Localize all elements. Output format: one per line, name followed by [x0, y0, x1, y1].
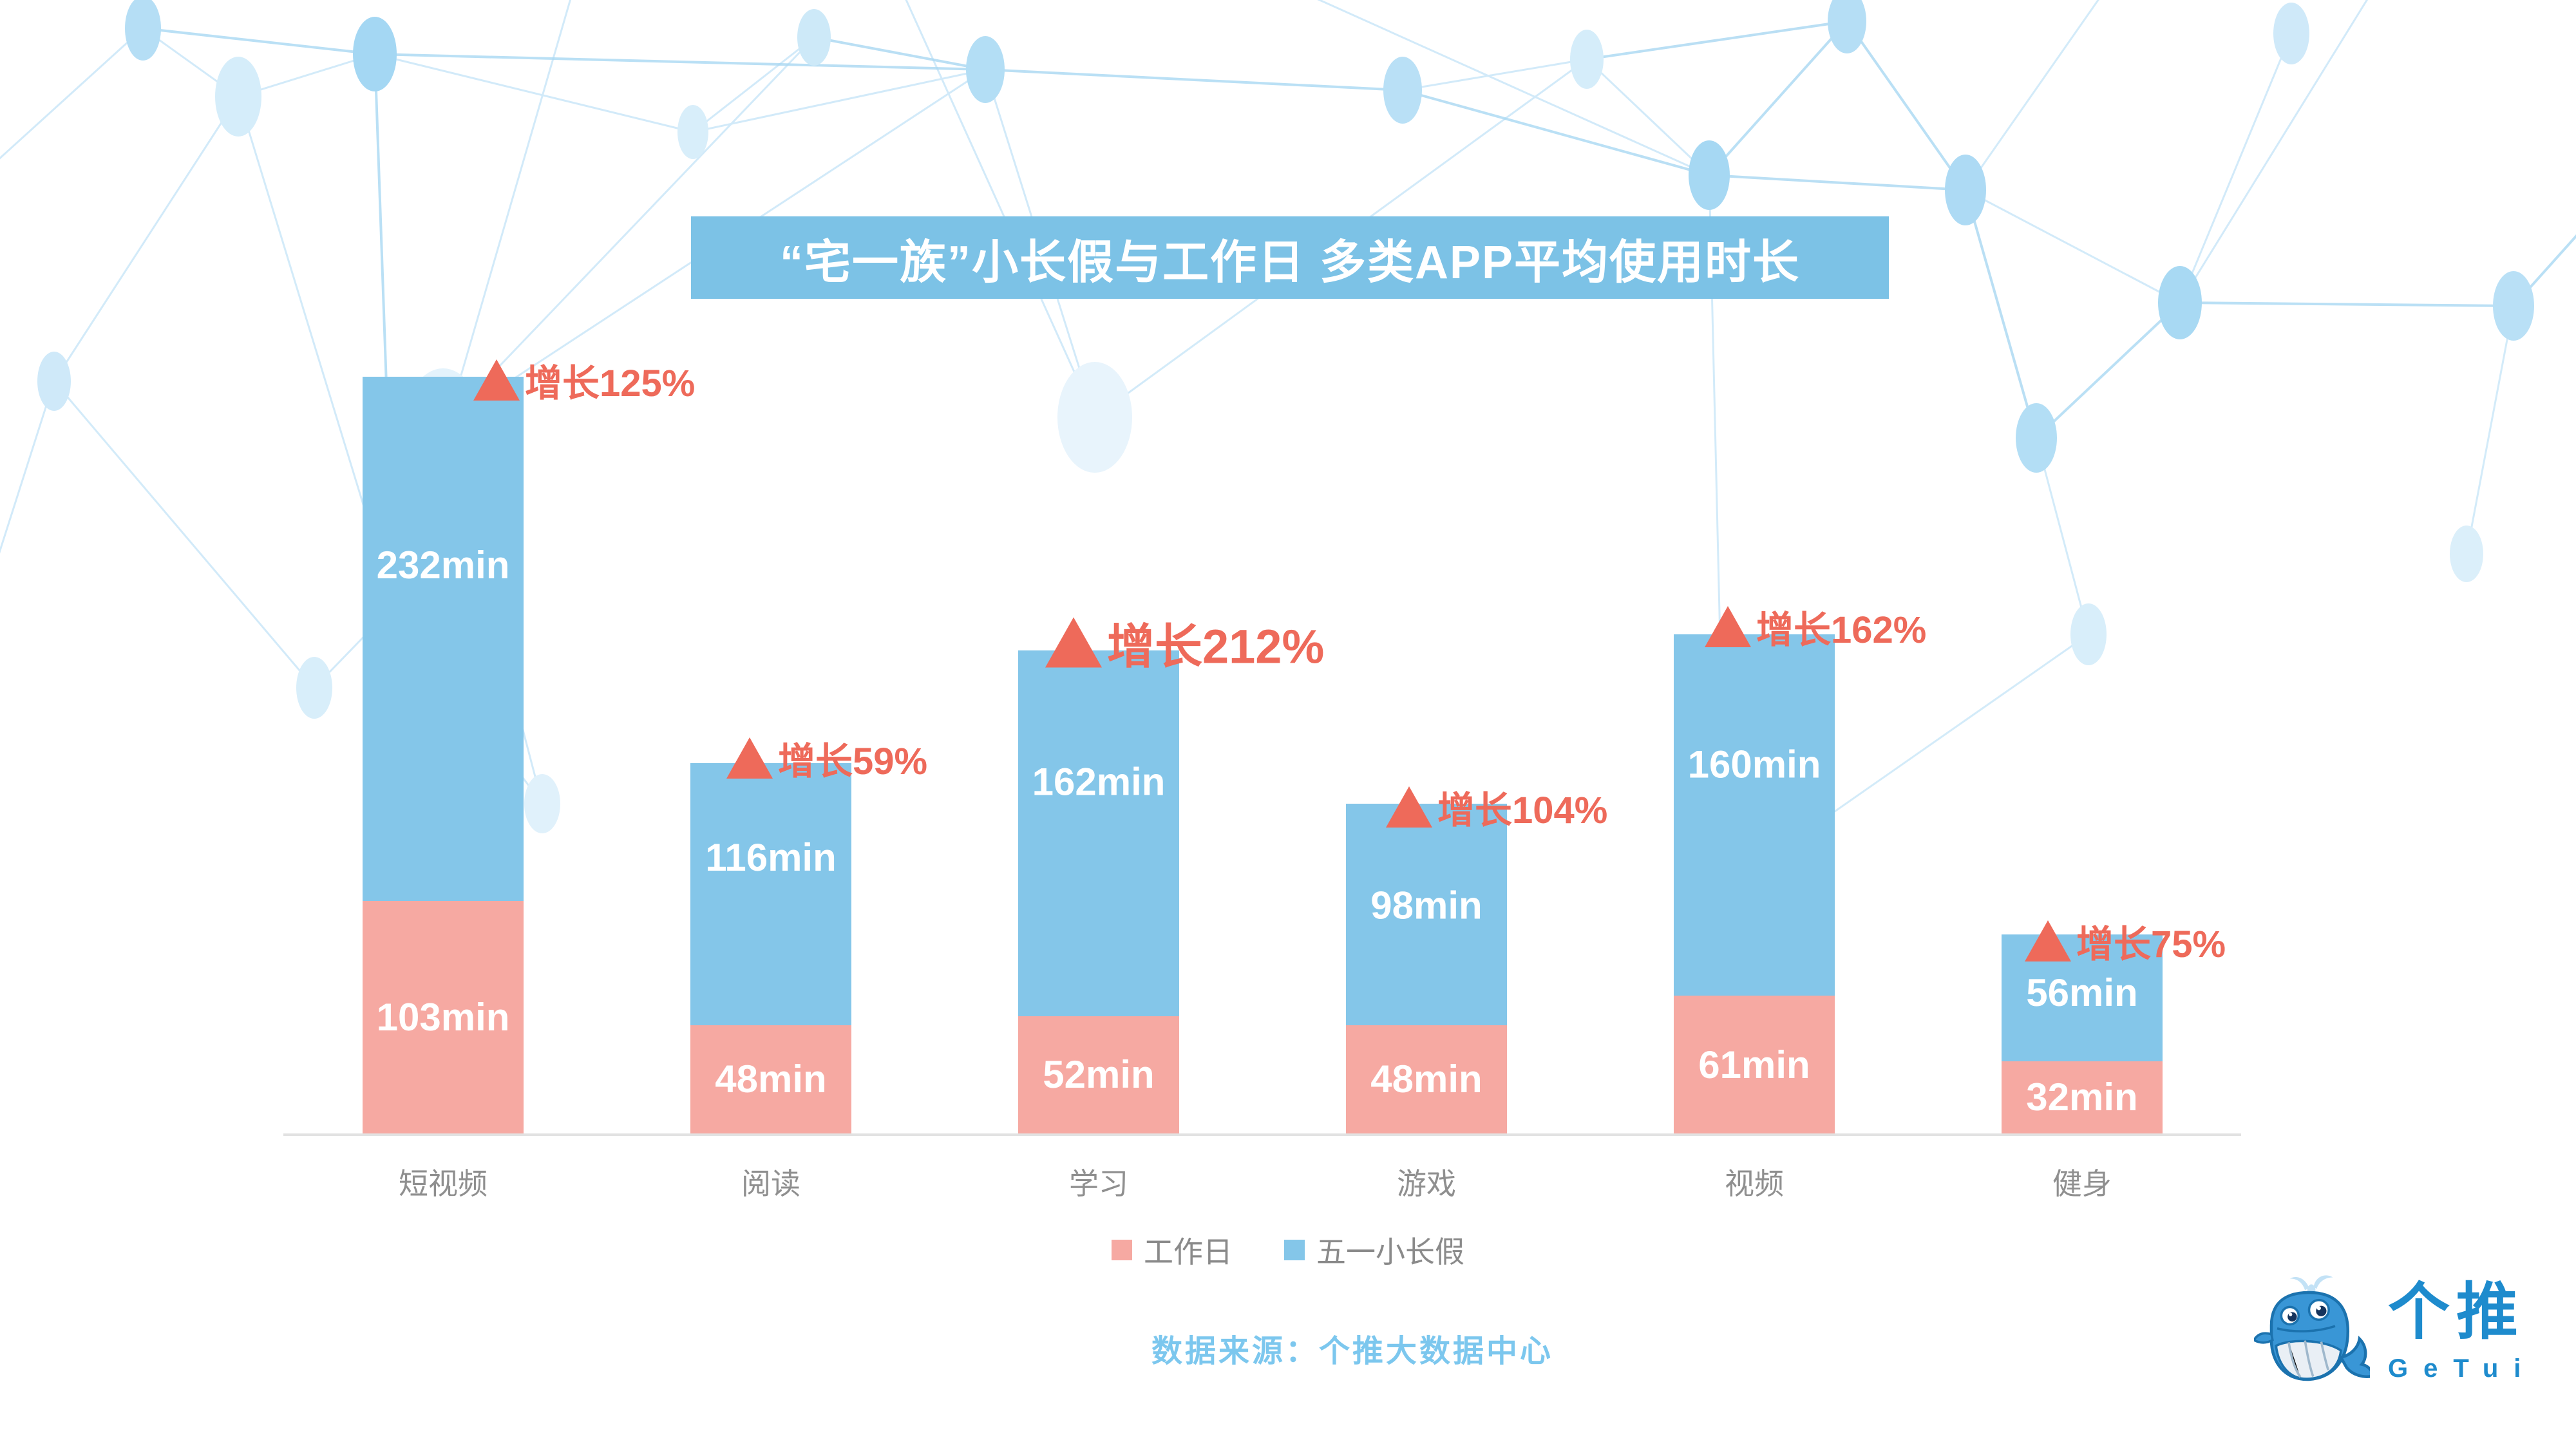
growth-label: 增长125% [473, 353, 695, 407]
growth-text: 增长212% [1107, 620, 1325, 673]
workday-value-label: 48min [1370, 1057, 1482, 1101]
x-axis-label: 视频 [1725, 1167, 1784, 1200]
legend-item-holiday: 五一小长假 [1284, 1229, 1464, 1271]
holiday-value-label: 56min [2026, 971, 2138, 1015]
bar-segment-holiday [1674, 634, 1835, 996]
holiday-color-swatch [1284, 1240, 1305, 1260]
data-source-note: 数据来源：个推大数据中心 [1151, 1334, 1553, 1368]
bar-segment-holiday [1346, 803, 1507, 1025]
bar-segment-workday [1018, 1016, 1179, 1133]
bar-segment-workday [690, 1025, 851, 1133]
growth-text: 增长162% [1756, 609, 1927, 651]
bar-segment-holiday [1018, 650, 1179, 1016]
triangle-up-icon [2025, 920, 2071, 962]
growth-text: 增长59% [778, 740, 928, 782]
bar-segment-holiday [363, 377, 524, 901]
x-axis-baseline [283, 1133, 2241, 1136]
triangle-up-icon [1045, 617, 1102, 668]
workday-value-label: 52min [1043, 1053, 1155, 1097]
legend-label-holiday: 五一小长假 [1316, 1235, 1464, 1269]
bar-segment-workday [363, 900, 524, 1133]
chart-title-banner: “宅一族”小长假与工作日 多类APP平均使用时长 [691, 216, 1889, 299]
bar-segment-workday [2002, 1061, 2163, 1133]
triangle-up-icon [726, 737, 773, 779]
triangle-up-icon [1386, 786, 1432, 828]
bar-segment-workday [1346, 1025, 1507, 1133]
holiday-value-label: 162min [1032, 760, 1166, 804]
holiday-value-label: 116min [705, 835, 837, 879]
growth-label: 增长212% [1045, 608, 1324, 677]
logo-name-en: GeTui [2388, 1354, 2537, 1383]
bar-segment-workday [1674, 996, 1835, 1133]
workday-value-label: 103min [376, 995, 510, 1039]
workday-value-label: 32min [2026, 1075, 2138, 1119]
holiday-value-label: 160min [1687, 743, 1821, 786]
bar-segment-holiday [690, 762, 851, 1025]
legend-item-workday: 工作日 [1112, 1229, 1233, 1271]
x-axis-label: 游戏 [1397, 1167, 1456, 1200]
growth-label: 增长59% [726, 731, 927, 785]
x-axis-label: 健身 [2052, 1167, 2112, 1200]
holiday-value-label: 98min [1370, 884, 1482, 927]
logo-texts: 个推 GeTui [2388, 1280, 2536, 1383]
x-axis-label: 短视频 [399, 1167, 488, 1200]
growth-text: 增长104% [1437, 789, 1608, 831]
triangle-up-icon [473, 359, 520, 401]
whale-mascot-icon [2254, 1275, 2370, 1381]
growth-text: 增长75% [2076, 923, 2226, 966]
chart-legend: 工作日 五一小长假 [0, 1229, 2576, 1271]
growth-label: 增长162% [1705, 600, 1926, 654]
triangle-up-icon [1705, 605, 1751, 647]
legend-label-workday: 工作日 [1144, 1235, 1233, 1269]
workday-value-label: 61min [1698, 1043, 1810, 1086]
workday-value-label: 48min [715, 1057, 827, 1101]
growth-label: 增长104% [1386, 780, 1607, 834]
logo-name-cn: 个推 [2388, 1278, 2524, 1347]
chart-title: “宅一族”小长假与工作日 多类APP平均使用时长 [779, 236, 1801, 289]
growth-label: 增长75% [2025, 914, 2226, 968]
getui-logo: 个推 GeTui [2254, 1270, 2536, 1396]
growth-text: 增长125% [525, 363, 696, 405]
holiday-value-label: 232min [376, 544, 510, 587]
x-axis-label: 学习 [1069, 1167, 1128, 1200]
x-axis-label: 阅读 [741, 1167, 800, 1200]
workday-color-swatch [1112, 1240, 1132, 1260]
